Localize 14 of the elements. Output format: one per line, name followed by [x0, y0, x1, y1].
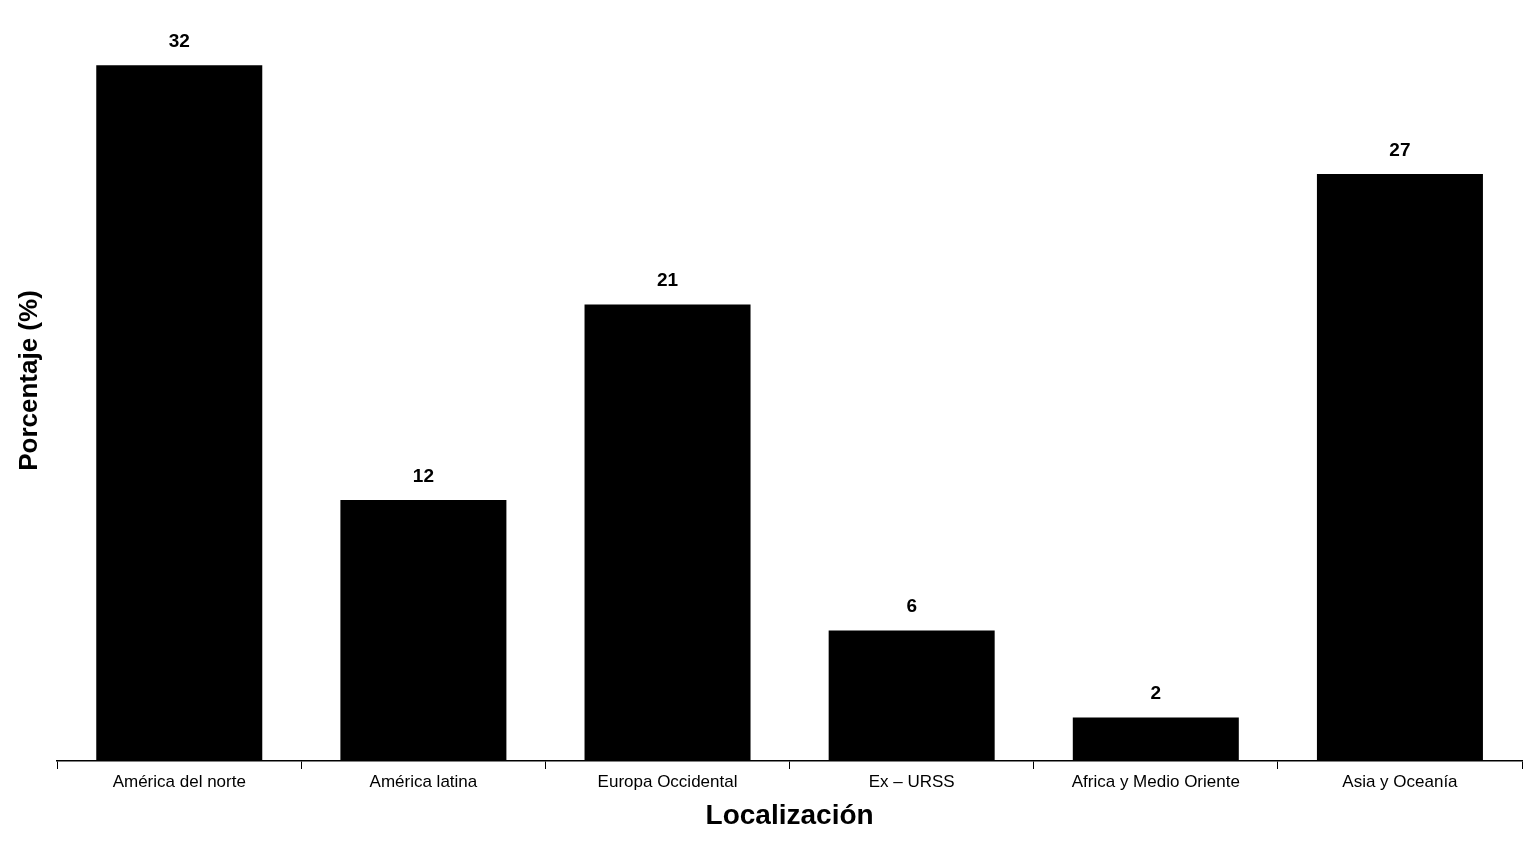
- x-tick-label: Europa Occidental: [597, 771, 738, 791]
- data-label: 12: [412, 464, 434, 486]
- x-tick-label: América latina: [369, 771, 478, 791]
- y-axis-title: Porcentaje (%): [12, 290, 43, 471]
- x-tick-label: Ex – URSS: [868, 771, 955, 791]
- x-tick-label: América del norte: [112, 771, 246, 791]
- data-label: 32: [168, 29, 190, 51]
- x-tick-label: Asia y Oceanía: [1342, 771, 1459, 791]
- x-axis-title: Localización: [705, 798, 874, 830]
- data-label: 27: [1389, 138, 1411, 160]
- x-tick-label: Africa y Medio Oriente: [1071, 771, 1240, 791]
- data-label: 6: [906, 595, 917, 617]
- data-label: 2: [1150, 682, 1162, 704]
- data-label: 21: [656, 269, 679, 291]
